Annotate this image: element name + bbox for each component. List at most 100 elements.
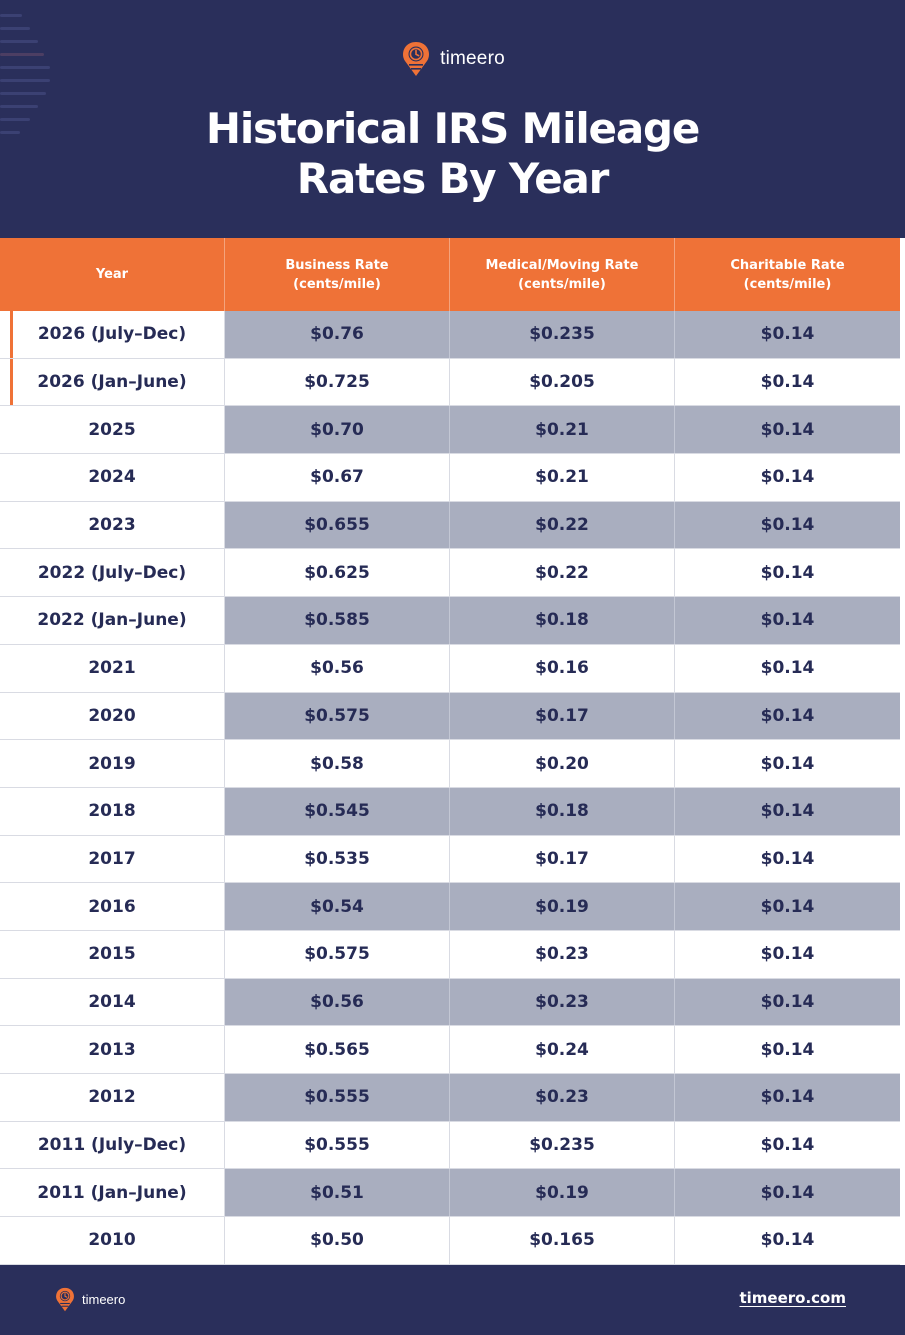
column-header-unit: (cents/mile) bbox=[293, 276, 381, 292]
cell-medical: $0.18 bbox=[450, 597, 675, 644]
brand-logo: timeero bbox=[0, 40, 905, 78]
table-header-row: Year Business Rate (cents/mile) Medical/Mov… bbox=[0, 238, 900, 311]
cell-year: 2011 (Jan–June) bbox=[0, 1169, 225, 1217]
cell-charitable: $0.14 bbox=[675, 692, 900, 740]
clock-pin-icon bbox=[56, 1287, 74, 1312]
cell-charitable: $0.14 bbox=[675, 501, 900, 549]
cell-charitable: $0.14 bbox=[675, 406, 900, 454]
table-row: 2019 $0.58 $0.20 $0.14 bbox=[0, 740, 900, 788]
column-header-label: Year bbox=[95, 267, 129, 282]
cell-medical: $0.22 bbox=[450, 549, 675, 597]
column-header-label: Medical/Moving Rate bbox=[485, 257, 639, 273]
table-row: 2022 (July–Dec) $0.625 $0.22 $0.14 bbox=[0, 549, 900, 598]
table-row: 2017 $0.535 $0.17 $0.14 bbox=[0, 835, 900, 884]
table-row: 2013 $0.565 $0.24 $0.14 bbox=[0, 1026, 900, 1074]
cell-charitable: $0.14 bbox=[675, 549, 900, 597]
cell-charitable: $0.14 bbox=[675, 930, 900, 978]
brand-name: timeero bbox=[440, 48, 505, 69]
table-row: 2026 (July–Dec) $0.76 $0.235 $0.14 bbox=[0, 311, 900, 359]
cell-business: $0.575 bbox=[225, 930, 450, 978]
clock-pin-icon bbox=[403, 42, 430, 76]
cell-business: $0.58 bbox=[225, 740, 450, 787]
table-row: 2015 $0.575 $0.23 $0.14 bbox=[0, 930, 900, 979]
cell-year: 2019 bbox=[0, 740, 225, 787]
cell-business: $0.50 bbox=[225, 1217, 450, 1264]
page-title-line-1: Historical IRS Mileage bbox=[205, 104, 700, 153]
cell-charitable: $0.14 bbox=[675, 454, 900, 501]
cell-charitable: $0.14 bbox=[675, 978, 900, 1026]
cell-medical: $0.17 bbox=[450, 835, 675, 883]
cell-business: $0.655 bbox=[225, 501, 450, 549]
column-header-label: Charitable Rate bbox=[730, 257, 845, 273]
column-header-year: Year bbox=[0, 238, 225, 311]
cell-year: 2015 bbox=[0, 930, 225, 978]
page-title: Historical IRS Mileage Rates By Year bbox=[0, 104, 905, 204]
cell-medical: $0.23 bbox=[450, 930, 675, 978]
cell-year: 2017 bbox=[0, 835, 225, 883]
cell-year: 2016 bbox=[0, 883, 225, 930]
header-banner: timeero Historical IRS Mileage Rates By … bbox=[0, 0, 905, 238]
cell-medical: $0.20 bbox=[450, 740, 675, 787]
cell-business: $0.545 bbox=[225, 787, 450, 835]
cell-year: 2024 bbox=[0, 454, 225, 501]
cell-medical: $0.19 bbox=[450, 1169, 675, 1217]
cell-charitable: $0.14 bbox=[675, 1026, 900, 1073]
cell-business: $0.76 bbox=[225, 311, 450, 358]
table-row: 2025 $0.70 $0.21 $0.14 bbox=[0, 406, 900, 455]
column-header-business-rate: Business Rate (cents/mile) bbox=[225, 238, 450, 311]
website-link[interactable]: timeero.com bbox=[739, 1289, 846, 1307]
cell-charitable: $0.14 bbox=[675, 358, 900, 406]
cell-business: $0.565 bbox=[225, 1026, 450, 1073]
cell-charitable: $0.14 bbox=[675, 1217, 900, 1264]
table-row: 2022 (Jan–June) $0.585 $0.18 $0.14 bbox=[0, 597, 900, 645]
table-row: 2023 $0.655 $0.22 $0.14 bbox=[0, 501, 900, 550]
table-row: 2016 $0.54 $0.19 $0.14 bbox=[0, 883, 900, 931]
table-row: 2011 (Jan–June) $0.51 $0.19 $0.14 bbox=[0, 1169, 900, 1218]
cell-business: $0.67 bbox=[225, 454, 450, 501]
cell-charitable: $0.14 bbox=[675, 644, 900, 692]
cell-business: $0.575 bbox=[225, 692, 450, 740]
cell-year: 2018 bbox=[0, 787, 225, 835]
footer-brand-logo: timeero bbox=[54, 1286, 125, 1313]
table-row: 2026 (Jan–June) $0.725 $0.205 $0.14 bbox=[0, 358, 900, 407]
page-title-line-2: Rates By Year bbox=[296, 154, 610, 203]
cell-medical: $0.235 bbox=[450, 311, 675, 358]
cell-medical: $0.19 bbox=[450, 883, 675, 930]
cell-medical: $0.21 bbox=[450, 454, 675, 501]
cell-year: 2010 bbox=[0, 1217, 225, 1264]
column-header-medical-moving-rate: Medical/Moving Rate (cents/mile) bbox=[450, 238, 675, 311]
column-header-unit: (cents/mile) bbox=[518, 276, 606, 292]
cell-charitable: $0.14 bbox=[675, 787, 900, 835]
cell-medical: $0.21 bbox=[450, 406, 675, 454]
cell-charitable: $0.14 bbox=[675, 740, 900, 787]
cell-business: $0.725 bbox=[225, 358, 450, 406]
cell-medical: $0.23 bbox=[450, 978, 675, 1026]
table-body: 2026 (July–Dec) $0.76 $0.235 $0.14 2026 (Jan… bbox=[0, 311, 900, 1265]
decorative-lines bbox=[0, 14, 60, 144]
table-row: 2010 $0.50 $0.165 $0.14 bbox=[0, 1217, 900, 1265]
cell-medical: $0.205 bbox=[450, 358, 675, 406]
cell-medical: $0.23 bbox=[450, 1074, 675, 1121]
cell-medical: $0.165 bbox=[450, 1217, 675, 1264]
cell-medical: $0.24 bbox=[450, 1026, 675, 1073]
cell-year: 2025 bbox=[0, 406, 225, 454]
cell-business: $0.555 bbox=[225, 1074, 450, 1121]
cell-business: $0.535 bbox=[225, 835, 450, 883]
column-header-label: Business Rate bbox=[285, 257, 389, 273]
cell-charitable: $0.14 bbox=[675, 597, 900, 644]
table-row: 2024 $0.67 $0.21 $0.14 bbox=[0, 454, 900, 502]
table-row: 2012 $0.555 $0.23 $0.14 bbox=[0, 1074, 900, 1122]
cell-medical: $0.17 bbox=[450, 692, 675, 740]
footer-banner: timeero timeero.com bbox=[0, 1265, 905, 1335]
cell-business: $0.54 bbox=[225, 883, 450, 930]
table-row: 2021 $0.56 $0.16 $0.14 bbox=[0, 644, 900, 693]
cell-charitable: $0.14 bbox=[675, 835, 900, 883]
table-row: 2018 $0.545 $0.18 $0.14 bbox=[0, 787, 900, 836]
cell-charitable: $0.14 bbox=[675, 883, 900, 930]
cell-year: 2023 bbox=[0, 501, 225, 549]
cell-business: $0.51 bbox=[225, 1169, 450, 1217]
cell-year: 2022 (Jan–June) bbox=[0, 597, 225, 644]
column-header-unit: (cents/mile) bbox=[743, 276, 832, 292]
cell-charitable: $0.14 bbox=[675, 1169, 900, 1217]
